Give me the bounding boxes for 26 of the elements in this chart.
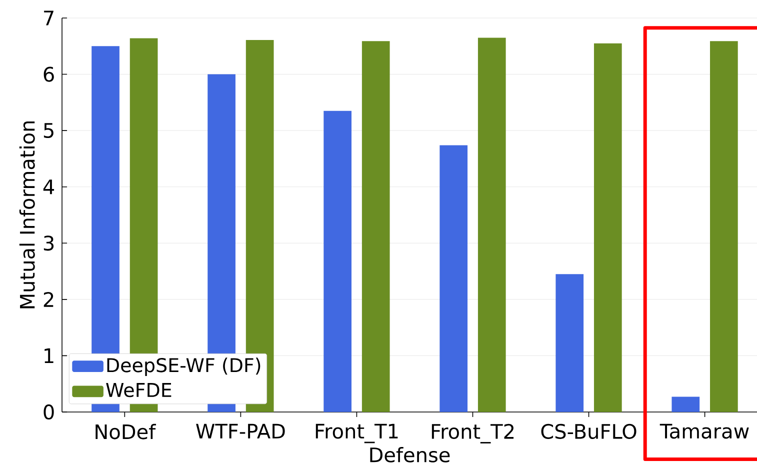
legend-label: DeepSE-WF (DF) <box>107 358 260 376</box>
x-tick-label: Tamaraw <box>660 424 749 439</box>
y-tick-label: 5 <box>44 123 54 138</box>
bar <box>440 145 468 412</box>
x-tick-label: WTF-PAD <box>196 424 285 438</box>
y-tick-label: 0 <box>44 404 54 420</box>
bar <box>324 110 352 412</box>
bar <box>362 41 390 412</box>
y-tick-label: 3 <box>44 236 54 251</box>
bar <box>594 43 622 412</box>
x-tick-label: Front_T2 <box>432 424 514 444</box>
bar <box>478 38 506 412</box>
y-tick-label: 2 <box>44 292 54 307</box>
y-tick-label: 1 <box>44 348 54 363</box>
bar <box>672 396 700 412</box>
y-axis-title: Mutual Information <box>19 121 35 308</box>
x-tick-label: CS-BuFLO <box>541 424 636 439</box>
x-tick-label: Front_T1 <box>316 424 398 444</box>
y-tick-label: 7 <box>44 10 54 26</box>
y-tick-label: 6 <box>44 66 54 82</box>
x-axis-title: Defense <box>370 446 450 462</box>
y-tick-label: 4 <box>43 180 54 194</box>
bar <box>556 274 584 412</box>
legend-label: WeFDE <box>106 383 172 398</box>
x-tick-label: NoDef <box>96 424 156 440</box>
bar <box>710 41 738 412</box>
